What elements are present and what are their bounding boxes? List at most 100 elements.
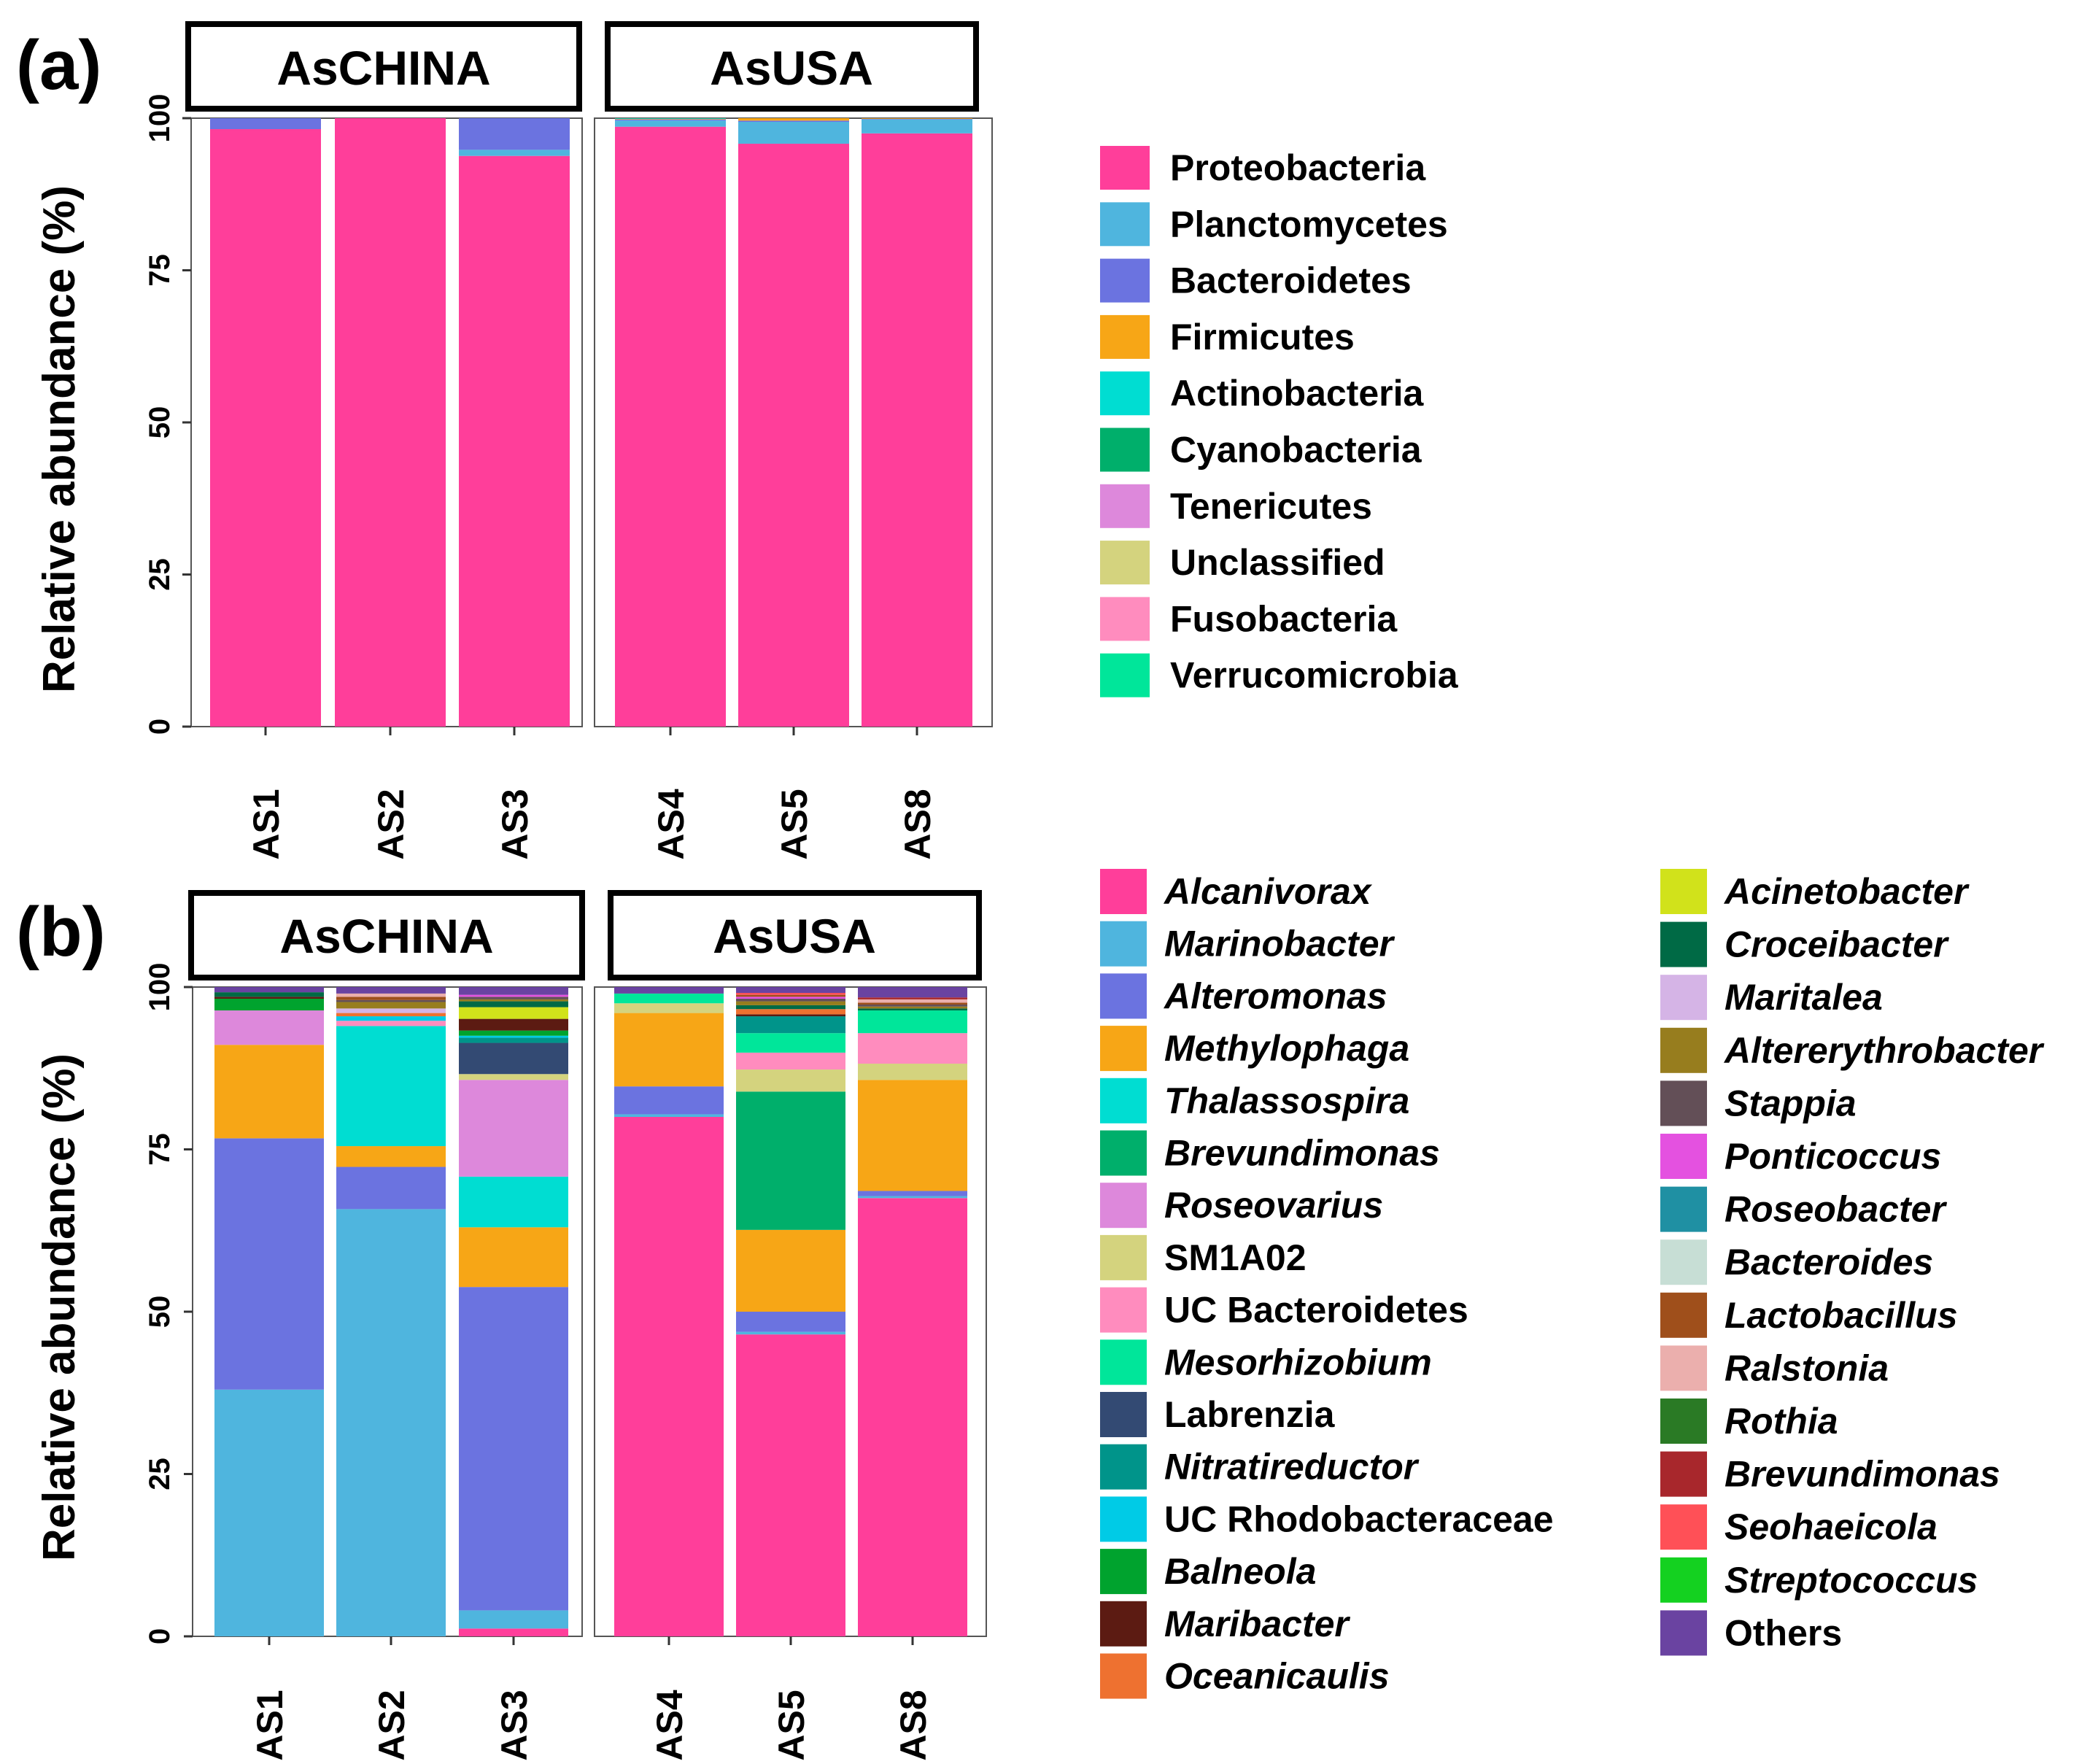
panel-b-bar-as5-brevundimonas-5 (736, 1091, 845, 1230)
panel-b-bar-as1-methylophaga-3 (214, 1045, 324, 1139)
panel-b-legend-label-roseobacter-22: Roseobacter (1725, 1189, 1947, 1230)
panel-b-bar-as3-thalassospira-4 (459, 1176, 568, 1228)
panel-b-bar-as2-marinobacter-1 (336, 1209, 446, 1636)
panel-b-y-tick-label-75: 75 (144, 1133, 176, 1166)
panel-b-bars (214, 987, 967, 1636)
panel-b-legend-swatch-others-30 (1660, 1610, 1707, 1656)
panel-b-bar-as5-marinobacter-1 (736, 1331, 845, 1335)
panel-b-legend-label-oceanicaulis-15: Oceanicaulis (1164, 1656, 1390, 1697)
panel-b-legend-label-uc-bacteroidetes-8: UC Bacteroidetes (1164, 1290, 1468, 1331)
panel-a-legend-label-fusobacteria-8: Fusobacteria (1170, 598, 1398, 639)
panel-b-legend-swatch-sm1a02-7 (1100, 1234, 1147, 1280)
panel-b-legend-swatch-mesorhizobium-9 (1100, 1339, 1147, 1385)
panel-b-bar-as4-alcanivorax-0 (614, 1117, 724, 1636)
panel-a-bar-as5-firmicutes-3 (738, 118, 849, 121)
panel-b-legend-label-maribacter-14: Maribacter (1164, 1604, 1350, 1644)
panel-b-legend-label-ralstonia-25: Ralstonia (1725, 1347, 1889, 1388)
panel-b-y-axis-title: Relative abundance (%) (34, 1053, 85, 1561)
panel-a-y-tick-label-100: 100 (144, 94, 176, 143)
panel-b-legend-label-brevundimonas-27: Brevundimonas (1725, 1454, 2000, 1495)
panel-b-legend-swatch-thalassospira-4 (1100, 1078, 1147, 1123)
panel-b-bar-as8-alcanivorax-0 (858, 1198, 967, 1636)
panel-b-bar-as5-others-30 (736, 987, 845, 994)
panel-b-chart: (b) Relative abundance (%) AsCHINA AsUSA… (16, 869, 2045, 1761)
panel-b-bar-as1-croceibacter-17 (214, 992, 324, 997)
panel-b-legend-swatch-maritalea-18 (1660, 975, 1707, 1021)
panel-b-legend-swatch-brevundimonas-27 (1660, 1451, 1707, 1497)
panel-b-legend-swatch-streptococcus-29 (1660, 1557, 1707, 1603)
panel-b-bar-as1-roseovarius-6 (214, 1010, 324, 1045)
panel-b-legend-swatch-rothia-26 (1660, 1399, 1707, 1444)
panel-b-legend-swatch-croceibacter-17 (1660, 921, 1707, 967)
panel-a-legend-swatch-bacteroidetes-2 (1100, 258, 1150, 303)
panel-b-legend-swatch-oceanicaulis-15 (1100, 1653, 1147, 1699)
panel-b-y-tick-label-25: 25 (144, 1458, 176, 1490)
panel-b-x-tick-label-as1: AS1 (249, 1690, 290, 1760)
panel-b-legend-label-others-30: Others (1725, 1612, 1842, 1653)
panel-b-bar-as8-mesorhizobium-9 (858, 1010, 967, 1034)
panel-b-bar-as3-ponticoccus-21 (459, 994, 568, 997)
panel-a-strip-asusa (605, 21, 979, 112)
panel-a-strip-asusa-label: AsUSA (710, 41, 873, 95)
panel-b-bar-as4-mesorhizobium-9 (614, 993, 724, 1004)
panel-a-legend-label-cyanobacteria-5: Cyanobacteria (1170, 430, 1422, 471)
panel-b-x-tick-label-as2: AS2 (371, 1690, 412, 1760)
panel-b-bar-as8-others-30 (858, 987, 967, 998)
panel-a-legend-swatch-fusobacteria-8 (1100, 597, 1150, 641)
panel-b-bar-as2-methylophaga-3 (336, 1146, 446, 1167)
panel-b-legend-label-bacteroides-23: Bacteroides (1725, 1242, 1933, 1283)
panel-a-bar-as5-proteobacteria-0 (738, 144, 849, 727)
panel-b-legend-label-lactobacillus-24: Lactobacillus (1725, 1295, 1958, 1336)
panel-b-bar-as1-alteromonas-2 (214, 1138, 324, 1390)
panel-b-bar-as4-sm1a02-7 (614, 1003, 724, 1013)
panel-b-x-tick-label-as5: AS5 (771, 1690, 812, 1760)
panel-b-bar-as3-alteromonas-2 (459, 1287, 568, 1611)
panel-b-bar-as8-croceibacter-17 (858, 1008, 967, 1011)
panel-b-bar-as2-maritalea-18 (336, 1008, 446, 1013)
panel-a-legend-swatch-tenericutes-6 (1100, 484, 1150, 528)
panel-b-bar-as5-uc-bacteroidetes-8 (736, 1052, 845, 1070)
panel-a-y-tick-label-0: 0 (144, 719, 176, 735)
panel-b-bar-as8-lactobacillus-24 (858, 1002, 967, 1005)
panel-a-y-tick-label-75: 75 (144, 254, 176, 287)
panel-b-bar-as5-maribacter-14 (736, 1014, 845, 1017)
panel-a-legend-label-unclassified-7: Unclassified (1170, 542, 1385, 583)
panel-b-legend-swatch-bacteroides-23 (1660, 1239, 1707, 1285)
panel-b-bar-as2-uc-bacteroidetes-8 (336, 1021, 446, 1026)
panel-b-legend-label-uc-rhodobacteraceae-12: UC Rhodobacteraceae (1164, 1498, 1554, 1539)
panel-b-legend-label-croceibacter-17: Croceibacter (1725, 924, 1949, 965)
panel-b-legend-label-streptococcus-29: Streptococcus (1725, 1560, 1978, 1601)
panel-b-legend-label-brevundimonas-5: Brevundimonas (1164, 1133, 1440, 1174)
panel-b-legend-label-mesorhizobium-9: Mesorhizobium (1164, 1342, 1432, 1382)
panel-b-legend-swatch-ralstonia-25 (1660, 1345, 1707, 1391)
panel-b-bar-as5-methylophaga-3 (736, 1229, 845, 1312)
panel-b-legend-swatch-nitratireductor-11 (1100, 1444, 1147, 1490)
panel-b-bar-as5-lactobacillus-24 (736, 994, 845, 997)
panel-a-legend-label-bacteroidetes-2: Bacteroidetes (1170, 260, 1412, 301)
panel-b-y-tick-label-0: 0 (144, 1628, 176, 1644)
panel-b-legend-swatch-roseobacter-22 (1660, 1186, 1707, 1232)
panel-b-legend-label-rothia-26: Rothia (1725, 1401, 1838, 1442)
panel-b-bar-as5-mesorhizobium-9 (736, 1033, 845, 1053)
panel-b-legend-swatch-alcanivorax-0 (1100, 869, 1147, 914)
panel-a-legend-label-proteobacteria-0: Proteobacteria (1170, 147, 1426, 188)
panel-a-legend-swatch-cyanobacteria-5 (1100, 428, 1150, 472)
panel-a-y-axis: 0 25 50 75 100 (144, 94, 191, 735)
panel-b-legend: Alcanivorax Marinobacter Alteromonas Methyl… (1100, 869, 2045, 1699)
panel-a-bar-as3-bacteroidetes-2 (459, 118, 570, 150)
panel-a-legend-label-planctomycetes-1: Planctomycetes (1170, 204, 1448, 244)
panel-b-bar-as3-labrenzia-10 (459, 1042, 568, 1075)
panel-a-legend-label-actinobacteria-4: Actinobacteria (1170, 373, 1425, 414)
panel-b-legend-label-methylophaga-3: Methylophaga (1164, 1028, 1409, 1069)
panel-b-x-axis: AS1 AS2 AS3 AS4 AS5 AS8 (249, 1636, 934, 1761)
panel-b-legend-label-acinetobacter-16: Acinetobacter (1723, 871, 1970, 912)
panel-a-bar-as2-proteobacteria-0 (335, 118, 446, 727)
panel-a-bar-as4-planctomycetes-1 (615, 120, 726, 127)
panel-b-legend-swatch-altererythrobacter-19 (1660, 1027, 1707, 1073)
panel-b-bar-as1-marinobacter-1 (214, 1389, 324, 1636)
panel-a-legend: Proteobacteria Planctomycetes Bacteroidete… (1100, 146, 1459, 697)
panel-b-strip-aschina (188, 890, 585, 980)
panel-b-bar-as8-altererythrobacter-19 (858, 1006, 967, 1009)
panel-b-label: (b) (16, 893, 106, 971)
